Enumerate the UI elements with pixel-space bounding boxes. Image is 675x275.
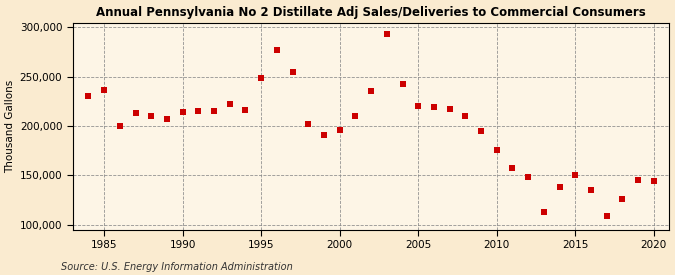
- Point: [632, 178, 643, 183]
- Point: [570, 172, 580, 177]
- Point: [130, 111, 141, 116]
- Point: [161, 117, 172, 122]
- Point: [209, 109, 219, 114]
- Point: [224, 102, 235, 107]
- Point: [539, 210, 549, 214]
- Point: [366, 88, 377, 93]
- Point: [460, 114, 470, 119]
- Point: [115, 124, 126, 128]
- Point: [350, 114, 361, 119]
- Point: [585, 188, 596, 192]
- Title: Annual Pennsylvania No 2 Distillate Adj Sales/Deliveries to Commercial Consumers: Annual Pennsylvania No 2 Distillate Adj …: [97, 6, 646, 18]
- Point: [83, 93, 94, 98]
- Point: [429, 105, 439, 109]
- Point: [444, 107, 455, 112]
- Point: [178, 110, 188, 114]
- Point: [491, 148, 502, 152]
- Point: [601, 214, 612, 218]
- Point: [240, 108, 251, 112]
- Point: [303, 122, 314, 127]
- Point: [99, 87, 109, 92]
- Point: [507, 165, 518, 170]
- Point: [146, 114, 157, 119]
- Point: [554, 185, 565, 189]
- Point: [476, 129, 487, 133]
- Point: [271, 48, 282, 52]
- Point: [193, 109, 204, 114]
- Point: [381, 32, 392, 37]
- Point: [522, 175, 533, 180]
- Point: [617, 197, 628, 201]
- Point: [334, 128, 345, 132]
- Y-axis label: Thousand Gallons: Thousand Gallons: [5, 79, 16, 173]
- Point: [319, 133, 329, 137]
- Point: [397, 81, 408, 86]
- Point: [413, 104, 424, 109]
- Text: Source: U.S. Energy Information Administration: Source: U.S. Energy Information Administ…: [61, 262, 292, 272]
- Point: [287, 70, 298, 74]
- Point: [649, 179, 659, 184]
- Point: [256, 76, 267, 80]
